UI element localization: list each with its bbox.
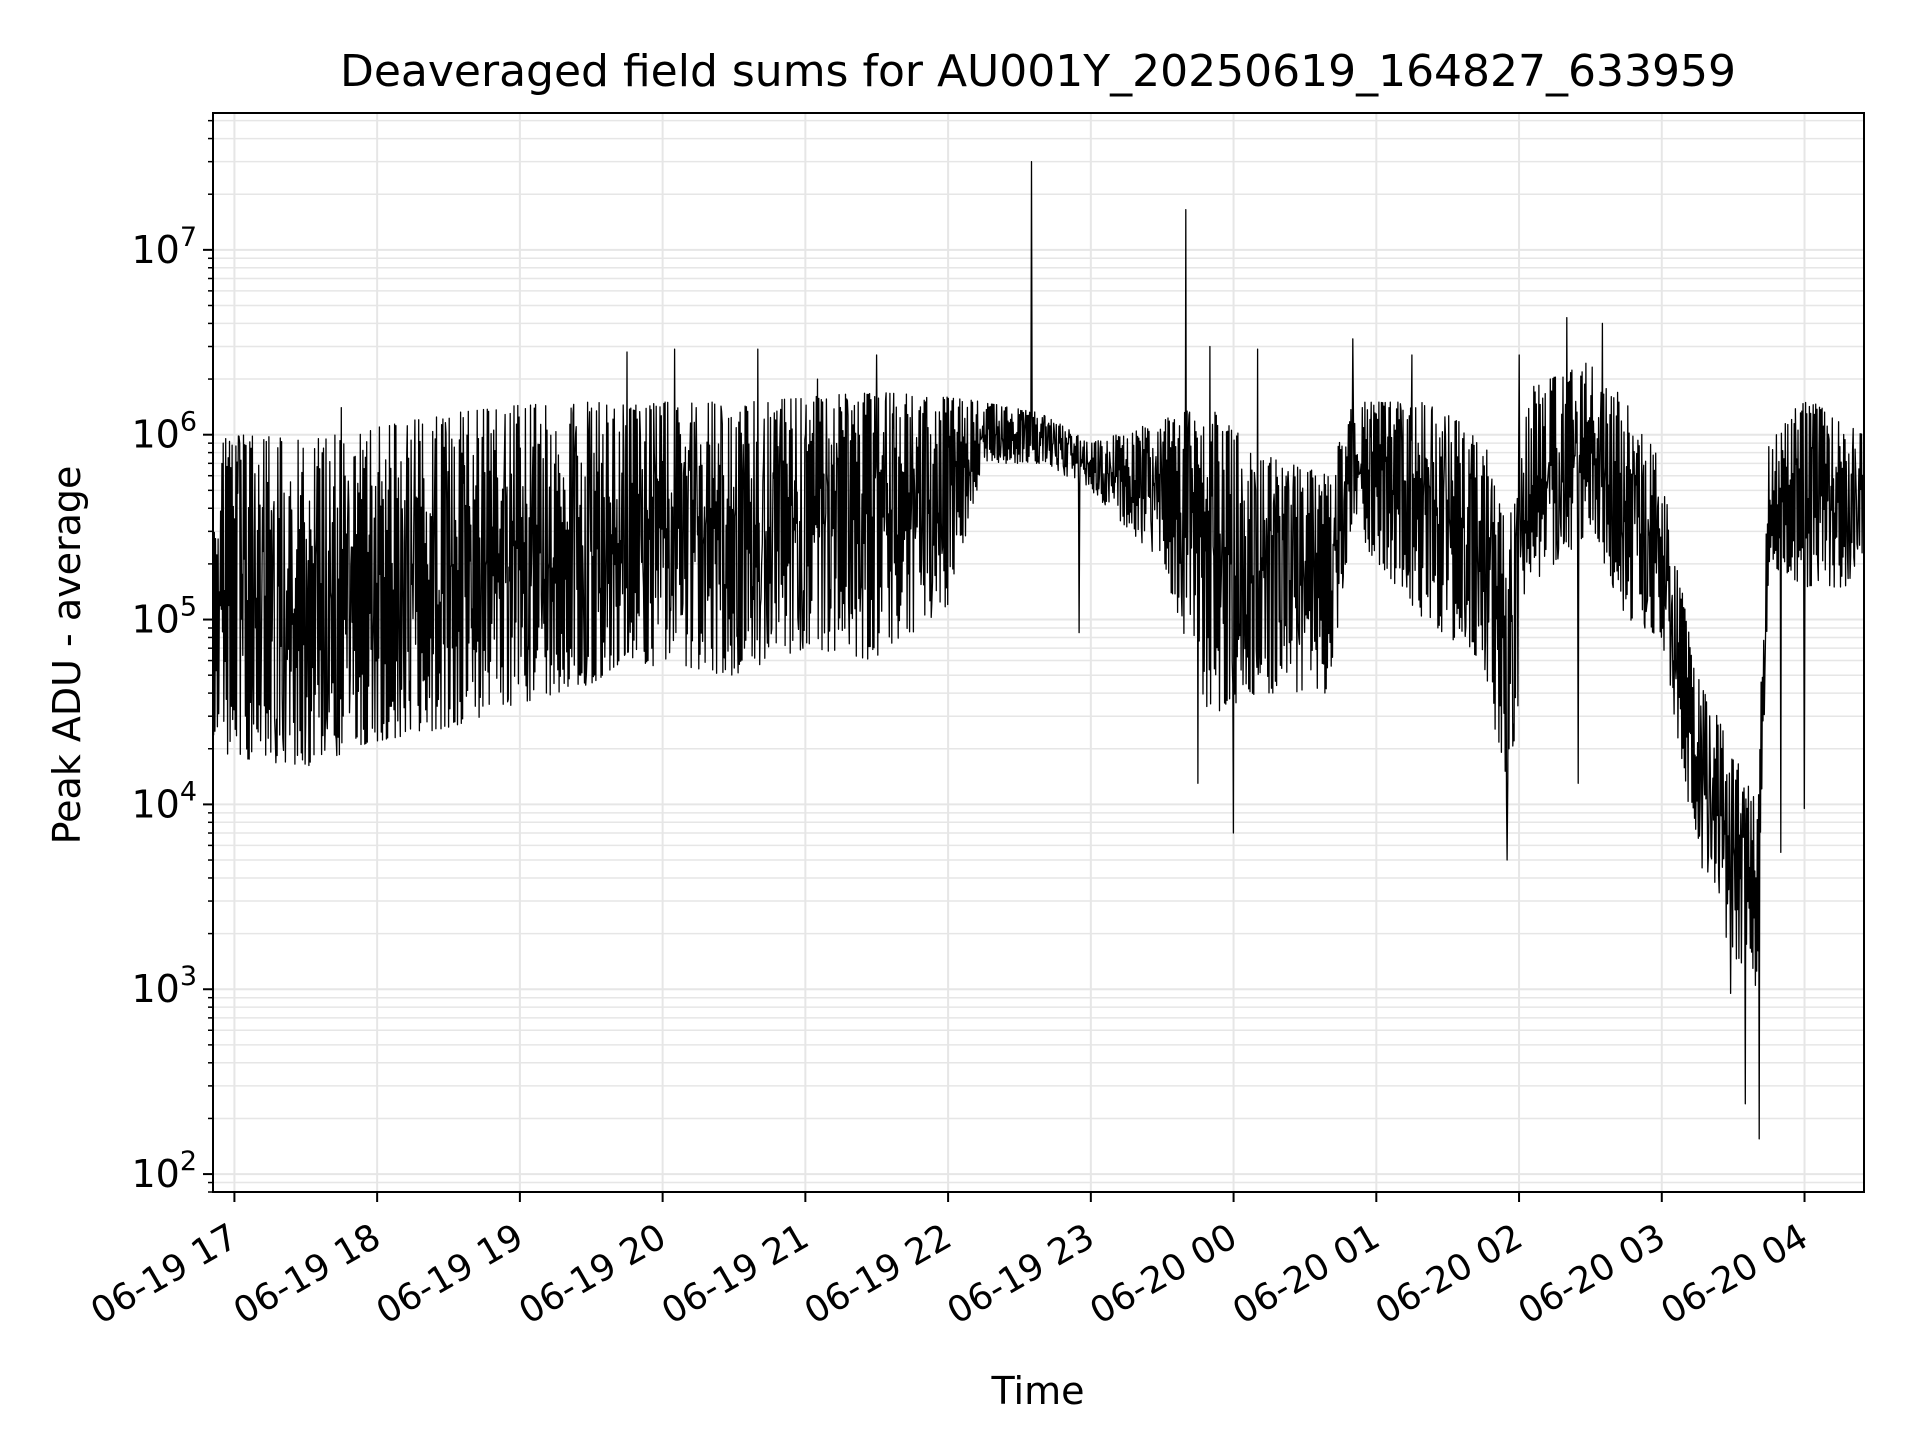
y-axis-label: Peak ADU - average <box>45 466 89 845</box>
y-tick-label: 107 <box>131 222 197 272</box>
y-tick-label: 102 <box>131 1146 197 1196</box>
chart-title: Deaveraged field sums for AU001Y_2025061… <box>340 46 1736 97</box>
y-tick-base: 10 <box>131 228 179 272</box>
y-tick-base: 10 <box>131 967 179 1011</box>
y-tick-base: 10 <box>131 782 179 826</box>
y-tick-base: 10 <box>131 598 179 642</box>
y-tick-label: 103 <box>131 961 197 1011</box>
series-line <box>212 161 1865 1140</box>
y-tick-exponent: 5 <box>180 592 197 623</box>
y-tick-exponent: 3 <box>180 961 197 992</box>
y-tick-label: 105 <box>131 592 197 642</box>
series-group <box>212 161 1865 1140</box>
y-tick-label: 106 <box>131 407 197 457</box>
y-tick-base: 10 <box>131 1152 179 1196</box>
y-tick-exponent: 4 <box>180 776 197 807</box>
y-tick-label: 104 <box>131 776 197 826</box>
y-tick-base: 10 <box>131 413 179 457</box>
y-tick-exponent: 2 <box>180 1146 197 1177</box>
plot-frame <box>212 112 1865 1193</box>
y-tick-exponent: 7 <box>180 222 197 253</box>
x-axis-label: Time <box>991 1369 1085 1413</box>
y-tick-exponent: 6 <box>180 407 197 438</box>
